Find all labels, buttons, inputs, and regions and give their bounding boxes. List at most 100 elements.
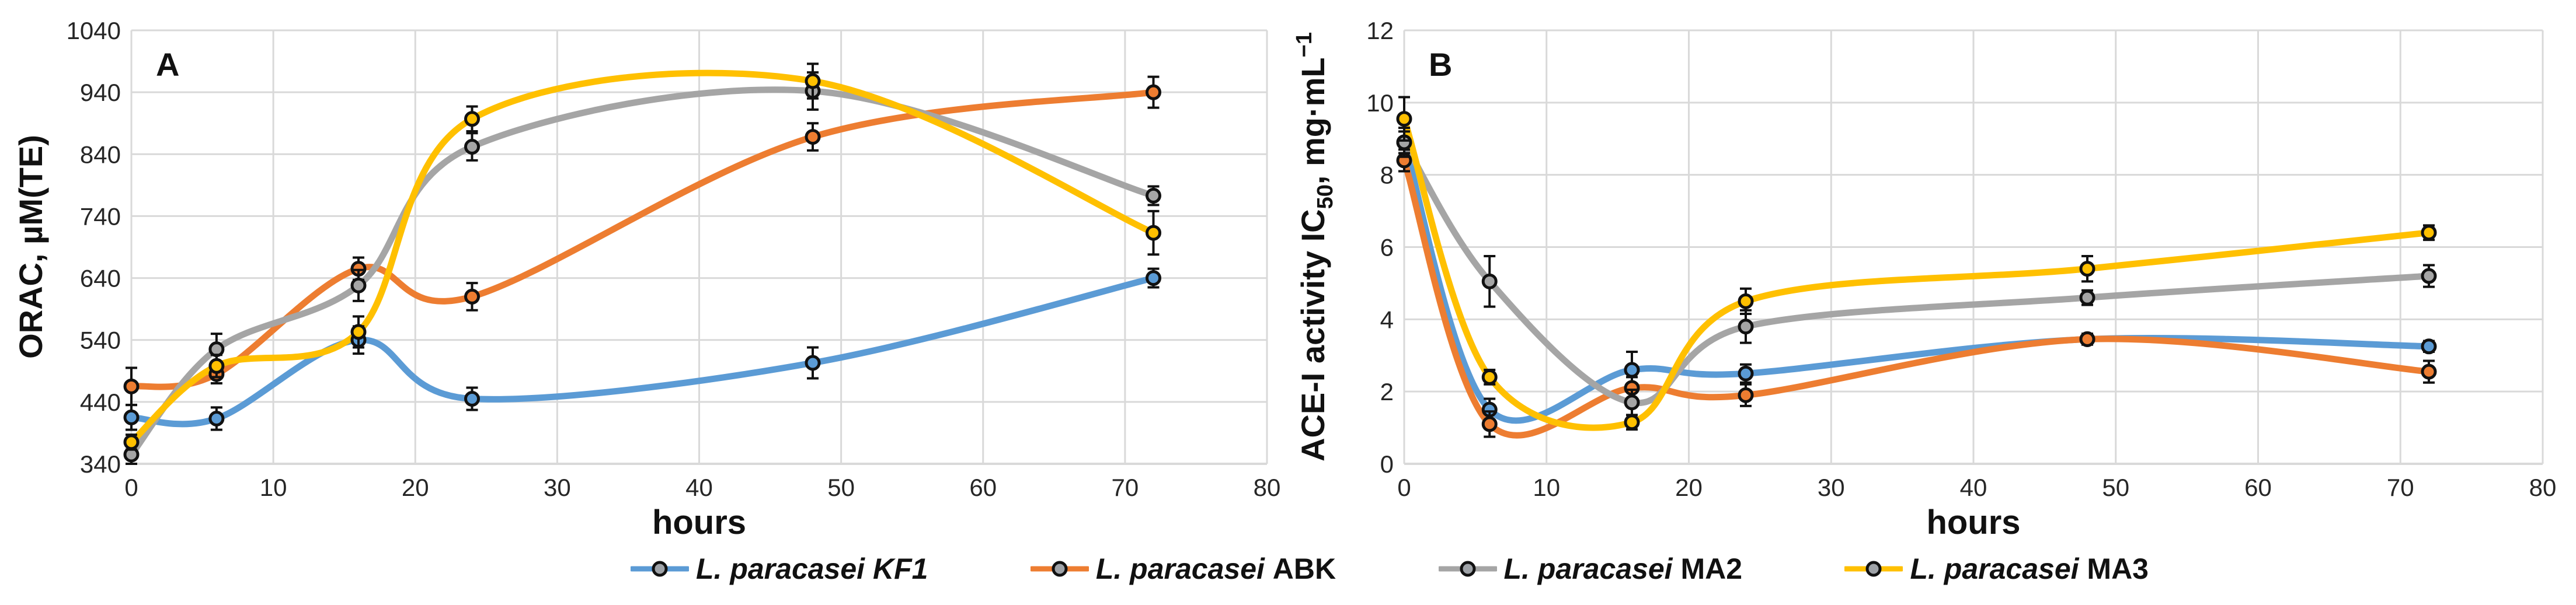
y-axis-label: ACE-I activity IC50, mg·mL−1 — [1292, 32, 1338, 461]
data-point — [2079, 289, 2095, 306]
y-axis-label-subscript: 50 — [1313, 184, 1338, 209]
panel-label: A — [156, 46, 179, 83]
data-point — [1738, 319, 1754, 335]
x-axis-label: hours — [1926, 503, 2020, 541]
data-point — [2421, 363, 2437, 380]
data-point — [1146, 187, 1161, 204]
x-tick-label: 50 — [2102, 474, 2129, 501]
data-point — [123, 409, 140, 425]
x-tick-label: 40 — [685, 474, 713, 501]
legend-label-ma3: L. paracasei MA3 — [1910, 552, 2149, 586]
data-point — [1396, 111, 1412, 127]
data-point — [464, 111, 480, 127]
x-tick-label: 60 — [2244, 474, 2272, 501]
data-point — [1624, 394, 1640, 411]
y-tick-label: 2 — [1380, 378, 1394, 405]
y-tick-label: 1040 — [67, 17, 121, 44]
x-axis-label: hours — [652, 503, 746, 541]
y-tick-label: 8 — [1380, 162, 1394, 189]
y-tick-label: 0 — [1380, 450, 1394, 478]
data-point — [1738, 365, 1754, 382]
x-tick-label: 30 — [544, 474, 571, 501]
x-tick-label: 10 — [260, 474, 287, 501]
legend-label-kf1: L. paracasei KF1 — [696, 552, 928, 586]
legend-species: L. paracasei — [696, 552, 865, 585]
data-point — [2079, 261, 2095, 277]
data-point — [464, 288, 480, 305]
legend-species: L. paracasei — [1095, 552, 1265, 585]
series-line — [1401, 139, 2432, 424]
y-tick-label: 940 — [80, 79, 121, 106]
data-point — [208, 358, 225, 374]
legend-species: L. paracasei — [1910, 552, 2079, 585]
data-point — [208, 411, 225, 427]
legend-circle-marker — [1865, 561, 1882, 577]
x-tick-label: 20 — [402, 474, 429, 501]
data-point — [1146, 225, 1161, 241]
panel-b-ace-chart: 0 2 4 6 8 10 12 0 10 20 30 40 50 60 70 80 hours B ACE-I ac… — [1292, 17, 2556, 541]
legend-marker-ma2 — [1438, 561, 1497, 577]
data-point — [805, 73, 821, 89]
legend-label-ma2: L. paracasei MA2 — [1504, 552, 1743, 586]
x-tick-label: 50 — [827, 474, 855, 501]
legend-marker-kf1 — [631, 561, 689, 577]
x-tick-label: 70 — [2387, 474, 2414, 501]
legend-circle-marker — [652, 561, 668, 577]
data-point — [805, 355, 821, 371]
data-point — [805, 129, 821, 145]
legend-species: L. paracasei — [1503, 552, 1673, 585]
x-tick-label: 40 — [1960, 474, 1987, 501]
legend-marker-abk — [1030, 561, 1089, 577]
series-line — [1401, 116, 2432, 431]
legend-marker-ma3 — [1844, 561, 1903, 577]
data-point — [464, 391, 480, 407]
y-tick-label: 4 — [1380, 306, 1394, 333]
panel-a-orac-chart: 340 440 540 640 740 840 940 1040 0 10 20 30 40 50 60 70… — [12, 17, 1280, 541]
y-tick-label: 640 — [80, 265, 121, 292]
data-point — [1624, 414, 1640, 431]
data-point — [464, 139, 480, 155]
data-point — [2421, 338, 2437, 355]
x-tick-label: 0 — [124, 474, 138, 501]
data-point — [123, 378, 140, 394]
x-tick-label: 30 — [1818, 474, 1845, 501]
data-point — [1481, 369, 1498, 385]
x-tick-label: 60 — [969, 474, 997, 501]
series-line — [1401, 157, 2432, 439]
data-point — [1481, 416, 1498, 432]
x-tick-label: 10 — [1533, 474, 1560, 501]
legend-strain: MA2 — [1680, 552, 1743, 585]
data-point — [350, 277, 367, 293]
series-line — [128, 69, 1157, 446]
y-tick-label: 840 — [80, 141, 121, 168]
x-tick-label: 80 — [1254, 474, 1281, 501]
data-point — [2421, 268, 2437, 284]
chart-legend: L. paracasei KF1 L. paracasei ABK L. par… — [631, 543, 2149, 595]
legend-strain: KF1 — [872, 552, 928, 585]
data-point — [2079, 331, 2095, 347]
data-point — [1481, 273, 1498, 289]
y-axis-label: ORAC, µM(TE) — [12, 135, 49, 359]
x-tick-label: 20 — [1675, 474, 1703, 501]
data-point — [1738, 293, 1754, 309]
y-tick-label: 740 — [80, 202, 121, 230]
legend-item-kf1: L. paracasei KF1 — [631, 551, 928, 586]
legend-item-abk: L. paracasei ABK — [1030, 551, 1336, 586]
y-axis-label-units: , mg·mL — [1294, 57, 1331, 184]
data-point — [2421, 225, 2437, 241]
y-tick-label: 440 — [80, 389, 121, 416]
y-tick-label: 10 — [1366, 89, 1394, 117]
x-tick-label: 80 — [2529, 474, 2557, 501]
data-point — [1146, 270, 1161, 286]
data-point — [123, 434, 140, 450]
panel-label: B — [1429, 46, 1452, 83]
legend-strain: ABK — [1272, 552, 1336, 585]
legend-strain: MA3 — [2087, 552, 2149, 585]
x-tick-label: 0 — [1397, 474, 1411, 501]
data-point — [1624, 362, 1640, 378]
y-axis-label-main: ACE-I activity IC — [1294, 209, 1331, 461]
data-point — [1738, 387, 1754, 403]
y-axis-label-superscript: −1 — [1292, 32, 1317, 57]
data-point — [1146, 84, 1161, 100]
